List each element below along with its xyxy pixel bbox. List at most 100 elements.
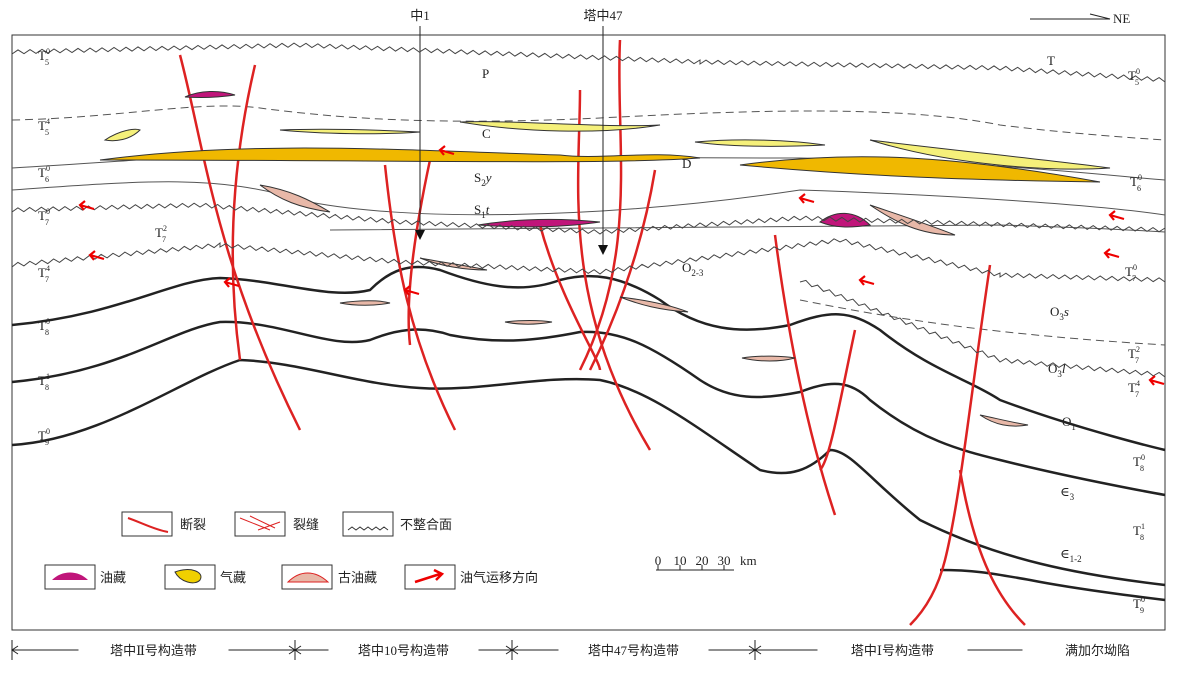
legend-fracture	[240, 516, 280, 530]
legend-label: 油藏	[100, 570, 126, 585]
stratum-label: O3l	[1048, 361, 1066, 379]
stratum-base: ∈	[1060, 546, 1070, 561]
horizon	[12, 182, 1165, 215]
horizon-sub: 6	[1137, 184, 1141, 193]
paleo-reservoir	[742, 356, 795, 361]
legend-label: 油气运移方向	[460, 570, 538, 585]
horizon-sub: 6	[45, 175, 49, 184]
horizon	[12, 322, 1165, 495]
horizon-label: T27	[1128, 345, 1140, 365]
legend-label: 古油藏	[338, 570, 377, 585]
well-bottom	[598, 245, 608, 255]
horizon-label: T09	[1133, 595, 1145, 615]
horizon-sup: 0	[46, 207, 50, 216]
stratum-label: O1	[1062, 414, 1076, 432]
horizon-sup: 2	[163, 224, 167, 233]
horizon-sub: 7	[1132, 274, 1136, 283]
legend-label: 断裂	[180, 517, 206, 532]
migration-arrow	[90, 251, 104, 260]
horizon-sup: 4	[46, 117, 50, 126]
legend-box	[122, 512, 172, 536]
zone-label: 塔中47号构造带	[588, 643, 679, 658]
migration-arrow	[1105, 249, 1119, 258]
zone-label: 塔中Ⅱ号构造带	[110, 643, 197, 658]
zone-label: 满加尔坳陷	[1065, 643, 1130, 658]
fault	[180, 55, 300, 430]
horizon-sub: 9	[45, 438, 49, 447]
stratum-base: O	[1048, 361, 1057, 376]
migration-arrow	[405, 286, 419, 295]
paleo-reservoir	[260, 185, 330, 212]
fault	[233, 65, 255, 360]
stratum-tail: l	[1062, 361, 1066, 376]
fault	[540, 225, 600, 370]
stratum-tail: t	[486, 202, 490, 217]
stratum-base: C	[482, 126, 491, 141]
horizon-sup: 2	[1136, 345, 1140, 354]
geology	[12, 14, 1165, 625]
horizon-sup: 0	[46, 317, 50, 326]
paleo-reservoir	[980, 415, 1028, 426]
stratum-label: S2y	[474, 170, 492, 188]
horizon-label: T47	[38, 264, 50, 284]
horizon-sub: 8	[1140, 533, 1144, 542]
migration-arrow	[1110, 211, 1124, 220]
horizon-label: T07	[1125, 263, 1137, 283]
stratum-label: ∈3	[1060, 484, 1075, 502]
well-label: 中1	[410, 8, 430, 23]
stratum-label: O3s	[1050, 304, 1069, 322]
horizon	[940, 570, 1165, 600]
oil-pool	[478, 219, 600, 227]
legend-label: 裂缝	[293, 517, 319, 532]
stratum-tail: s	[1064, 304, 1069, 319]
fault	[580, 40, 621, 370]
gas-layer	[280, 129, 420, 134]
stratum-base: ∈	[1060, 484, 1070, 499]
unconformity	[12, 203, 1165, 234]
stratum-sub: 3	[1070, 492, 1075, 502]
horizon	[330, 225, 1165, 232]
horizon-sup: 0	[46, 47, 50, 56]
scale-label: 30	[718, 553, 731, 568]
zone-label: 塔中10号构造带	[358, 643, 449, 658]
stratum-base: S	[474, 170, 481, 185]
scale-label: 20	[696, 553, 709, 568]
stratum-label: D	[682, 156, 691, 171]
horizon-sup: 0	[1136, 67, 1140, 76]
horizon-sup: 4	[1136, 379, 1140, 388]
horizon-sup: 0	[1133, 263, 1137, 272]
oil-gas-layer	[100, 148, 700, 162]
horizon-sub: 5	[45, 128, 49, 137]
horizon-sub: 7	[162, 235, 166, 244]
stratum-base: O	[1062, 414, 1071, 429]
horizon-sub: 8	[1140, 464, 1144, 473]
legend-gas	[175, 570, 201, 583]
fault	[820, 330, 855, 470]
legend-migration	[415, 570, 442, 582]
north-arrow	[1030, 14, 1110, 19]
legend-label: 气藏	[220, 570, 246, 585]
horizon-sup: 4	[46, 264, 50, 273]
stratum-label: S1t	[474, 202, 490, 220]
horizon-label: T18	[1133, 522, 1145, 542]
horizon-sub: 5	[1135, 78, 1139, 87]
horizon-sub: 9	[1140, 606, 1144, 615]
legend-paleo	[288, 573, 328, 582]
horizon-sub: 7	[1135, 356, 1139, 365]
stratum-label: T	[1047, 53, 1055, 68]
gas-layer	[105, 129, 140, 140]
paleo-reservoir	[340, 301, 390, 306]
horizon-sub: 8	[45, 328, 49, 337]
legend-box	[343, 512, 393, 536]
horizon-sub: 8	[45, 383, 49, 392]
stratum-label: ∈1-2	[1060, 546, 1082, 564]
horizon-sup: 1	[46, 372, 50, 381]
stratum-base: D	[682, 156, 691, 171]
stratum-sub: 1	[1071, 422, 1076, 432]
horizon-sub: 5	[45, 58, 49, 67]
migration-arrow	[860, 276, 874, 285]
